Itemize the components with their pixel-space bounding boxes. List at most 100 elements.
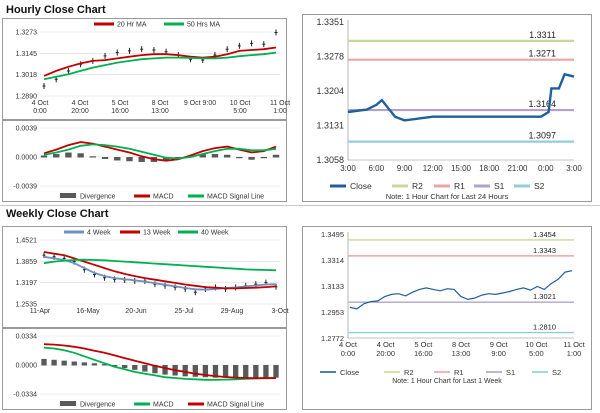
x-tick-label: 5 Oct	[414, 340, 433, 349]
x-tick-label: 6:00	[368, 164, 384, 173]
y-tick-label: 1.4521	[16, 238, 38, 245]
divergence-bar	[53, 154, 60, 158]
level-label-r1: 1.3271	[528, 49, 556, 59]
legend-label-r2: R2	[412, 181, 423, 191]
x-tick-label: 1:00	[273, 108, 287, 115]
divergence-bar	[111, 365, 118, 367]
divergence-bar	[236, 157, 243, 159]
x-tick-label: 20-Jun	[125, 308, 147, 315]
weekly-macd-frame	[2, 328, 287, 410]
y-tick-label: 0.0039	[16, 126, 38, 133]
y-tick-label: 1.3204	[316, 86, 344, 96]
divergence-bar	[272, 154, 280, 158]
x-tick-label: 25-Jul	[174, 308, 194, 315]
x-tick-label: 8 Oct	[152, 100, 169, 107]
divergence-bar	[222, 365, 229, 378]
legend-label-r1: R1	[454, 368, 464, 377]
y-tick-label: 0.0334	[16, 334, 38, 341]
divergence-bar	[114, 157, 121, 161]
weekly-levels-frame	[302, 226, 592, 410]
divergence-bar	[40, 155, 48, 158]
divergence-bar	[77, 153, 84, 158]
divergence-bar	[192, 365, 198, 377]
x-tick-label: 1:00	[567, 349, 582, 358]
close-line	[349, 270, 573, 310]
weekly-levels-chart: 1.3495 1.3314 1.3133 1.2953 1.2772 1.3454 1.33…	[320, 230, 586, 385]
y-tick-label: 1.3133	[321, 282, 344, 291]
w40-line-legend: 40 Week	[201, 230, 229, 237]
divergence-bar	[138, 157, 145, 162]
divergence-bar	[89, 156, 97, 158]
macd-line	[43, 346, 276, 381]
divergence-bar	[41, 358, 47, 366]
signal-line	[43, 343, 277, 380]
x-tick-label: 9 Oct	[490, 340, 509, 349]
legend-label-s2: S2	[552, 368, 561, 377]
x-tick-label: 9:00	[397, 164, 413, 173]
divergence-bar	[243, 365, 249, 378]
w4-line	[43, 255, 277, 291]
w4-line-legend: 4 Week	[87, 230, 111, 237]
divergence-bar	[126, 157, 133, 162]
ma50-line-legend: 50 Hrs MA	[187, 22, 220, 29]
level-label-s1: 1.3164	[528, 99, 556, 109]
y-tick-label: 1.2953	[321, 308, 344, 317]
divergence-bar	[253, 365, 259, 378]
x-tick-label: 18:00	[479, 164, 500, 173]
divergence-bar	[142, 365, 148, 372]
divergence-bar	[199, 154, 206, 158]
legend-label-s1: S1	[494, 181, 505, 191]
x-tick-label: 4 Oct	[32, 100, 49, 107]
x-tick-label: 13:00	[151, 108, 169, 115]
y-tick-label: 1.3197	[16, 280, 38, 287]
divergence-bar	[122, 365, 128, 369]
chart-note: Note: 1 Hour Chart for Last 24 Hours	[386, 192, 509, 201]
signal-line	[43, 143, 277, 160]
x-tick-label: 10 Oct	[230, 100, 251, 107]
weekly-price-frame	[2, 226, 287, 328]
x-tick-label: 16-May	[76, 308, 100, 315]
divergence-legend-swatch	[60, 401, 76, 406]
divergence-bar	[101, 364, 108, 366]
y-tick-label: 1.3495	[321, 230, 344, 239]
legend-label-close: Close	[340, 368, 359, 377]
x-tick-label: 20:00	[376, 349, 395, 358]
x-tick-label: 0:00	[341, 349, 356, 358]
level-label-r1: 1.3343	[533, 246, 556, 255]
hourly-macd-chart: 0.0039 0.0000 -0.0039 Divergence MACD MACD Si…	[13, 126, 280, 201]
x-tick-label: 0:00	[33, 108, 47, 115]
hourly-price-frame	[2, 18, 287, 120]
y-tick-label: 1.2772	[321, 334, 344, 343]
w13-line-legend: 13 Week	[143, 230, 171, 237]
close-line	[347, 72, 575, 122]
signal-legend: MACD Signal Line	[207, 194, 264, 201]
x-tick-label: 21:00	[507, 164, 528, 173]
x-tick-label: 4 Oct	[72, 100, 89, 107]
x-tick-label: 12:00	[423, 164, 444, 173]
x-tick-label: 3-Oct	[271, 308, 288, 315]
ma50-line	[43, 51, 277, 81]
x-tick-label: 5:00	[233, 108, 247, 115]
x-tick-label: 3:00	[566, 164, 582, 173]
legend-label-close: Close	[350, 181, 372, 191]
x-tick-label: 3:00	[340, 164, 356, 173]
divergence-bar	[202, 365, 209, 378]
legend-label-s2: S2	[534, 181, 545, 191]
x-tick-label: 8 Oct	[452, 340, 471, 349]
divergence-bar	[61, 360, 67, 366]
y-tick-label: -0.0334	[13, 392, 37, 399]
ma20-line	[43, 46, 277, 77]
divergence-bar	[71, 361, 77, 366]
x-tick-label: 0:00	[538, 164, 554, 173]
divergence-bar	[162, 157, 170, 161]
x-tick-label: 13:00	[452, 349, 471, 358]
y-tick-label: 1.3859	[16, 259, 38, 266]
y-tick-label: 1.3058	[316, 155, 344, 165]
y-tick-label: 1.3131	[316, 121, 344, 131]
divergence-bar	[232, 365, 239, 378]
y-tick-label: 1.3273	[16, 30, 38, 37]
divergence-bar	[211, 154, 219, 158]
y-tick-label: 1.3018	[16, 72, 38, 79]
